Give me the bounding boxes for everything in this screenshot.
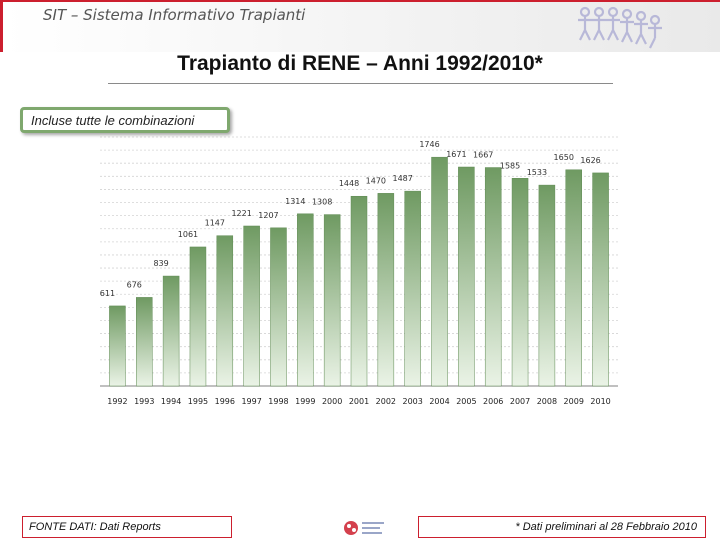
bar-2009 bbox=[565, 169, 582, 387]
bar-2000 bbox=[323, 214, 341, 387]
footnote-text: * Dati preliminari al 28 Febbraio 2010 bbox=[515, 521, 697, 533]
data-label-1996: 1147 bbox=[205, 219, 225, 228]
data-label-2010: 1626 bbox=[580, 156, 600, 165]
x-tick-2004: 2004 bbox=[429, 397, 449, 406]
people-chain-logo-icon bbox=[578, 6, 662, 49]
header-band: SIT – Sistema Informativo Trapianti bbox=[0, 0, 720, 52]
x-tick-1996: 1996 bbox=[215, 397, 235, 406]
source-text: FONTE DATI: Dati Reports bbox=[29, 521, 161, 533]
slide-title: Trapianto di RENE – Anni 1992/2010* bbox=[177, 52, 543, 75]
x-tick-1993: 1993 bbox=[134, 397, 154, 406]
bar-2005 bbox=[458, 166, 475, 387]
bar-1999 bbox=[297, 213, 314, 387]
bar-2008 bbox=[538, 184, 556, 387]
bar-1993 bbox=[136, 297, 153, 387]
x-tick-2003: 2003 bbox=[403, 397, 423, 406]
x-tick-2000: 2000 bbox=[322, 397, 342, 406]
bar-1995 bbox=[189, 246, 207, 387]
bar-1994 bbox=[162, 275, 180, 387]
data-label-2006: 1667 bbox=[473, 151, 493, 160]
bar-2002 bbox=[377, 193, 395, 387]
data-label-2001: 1448 bbox=[339, 179, 359, 188]
bar-1997 bbox=[243, 225, 260, 387]
x-axis-ticks: 1992 1993 1994 1995 1996 1997 1998 1999 2000 2001… bbox=[107, 397, 611, 406]
bar-1992 bbox=[109, 305, 126, 387]
bar-2001 bbox=[350, 195, 368, 387]
data-label-2007: 1585 bbox=[500, 161, 520, 170]
x-tick-1995: 1995 bbox=[188, 397, 208, 406]
data-label-1998: 1207 bbox=[258, 211, 278, 220]
data-label-2005: 1671 bbox=[446, 150, 466, 159]
data-label-1994: 839 bbox=[153, 259, 168, 268]
network-logo-icon bbox=[344, 521, 384, 535]
data-label-1995: 1061 bbox=[178, 230, 198, 239]
x-tick-2010: 2010 bbox=[590, 397, 610, 406]
header-title: SIT – Sistema Informativo Trapianti bbox=[43, 6, 306, 24]
data-label-2003: 1487 bbox=[393, 174, 413, 183]
bar-2003 bbox=[404, 190, 421, 387]
note-text: Incluse tutte le combinazioni bbox=[31, 113, 195, 128]
source-box: FONTE DATI: Dati Reports bbox=[22, 516, 232, 538]
bar-2006 bbox=[484, 167, 502, 387]
x-tick-2008: 2008 bbox=[537, 397, 557, 406]
title-divider bbox=[108, 83, 613, 84]
bars bbox=[109, 156, 609, 387]
data-label-2004: 1746 bbox=[419, 140, 439, 149]
x-tick-1997: 1997 bbox=[241, 397, 261, 406]
x-tick-2006: 2006 bbox=[483, 397, 503, 406]
bar-2004 bbox=[431, 156, 448, 387]
x-tick-2005: 2005 bbox=[456, 397, 476, 406]
x-tick-1992: 1992 bbox=[107, 397, 127, 406]
x-tick-1994: 1994 bbox=[161, 397, 181, 406]
note-box: Incluse tutte le combinazioni bbox=[20, 107, 230, 133]
data-label-2002: 1470 bbox=[366, 176, 386, 185]
x-tick-1999: 1999 bbox=[295, 397, 315, 406]
data-label-1993: 676 bbox=[127, 280, 142, 289]
bar-2010 bbox=[592, 172, 609, 387]
data-labels: 611 676 839 1061 1147 1221 1207 1314 1308 1448 147… bbox=[100, 140, 601, 298]
data-label-2000: 1308 bbox=[312, 198, 332, 207]
data-label-2008: 1533 bbox=[527, 168, 547, 177]
x-tick-2002: 2002 bbox=[376, 397, 396, 406]
bar-1996 bbox=[216, 235, 234, 387]
data-label-1999: 1314 bbox=[285, 197, 305, 206]
x-tick-2001: 2001 bbox=[349, 397, 369, 406]
x-tick-2009: 2009 bbox=[564, 397, 584, 406]
footnote-box: * Dati preliminari al 28 Febbraio 2010 bbox=[418, 516, 706, 538]
data-label-2009: 1650 bbox=[554, 153, 574, 162]
data-label-1992: 611 bbox=[100, 289, 115, 298]
bar-2007 bbox=[511, 178, 529, 387]
x-tick-2007: 2007 bbox=[510, 397, 530, 406]
data-label-1997: 1221 bbox=[231, 209, 251, 218]
bar-1998 bbox=[270, 227, 287, 387]
x-tick-1998: 1998 bbox=[268, 397, 288, 406]
